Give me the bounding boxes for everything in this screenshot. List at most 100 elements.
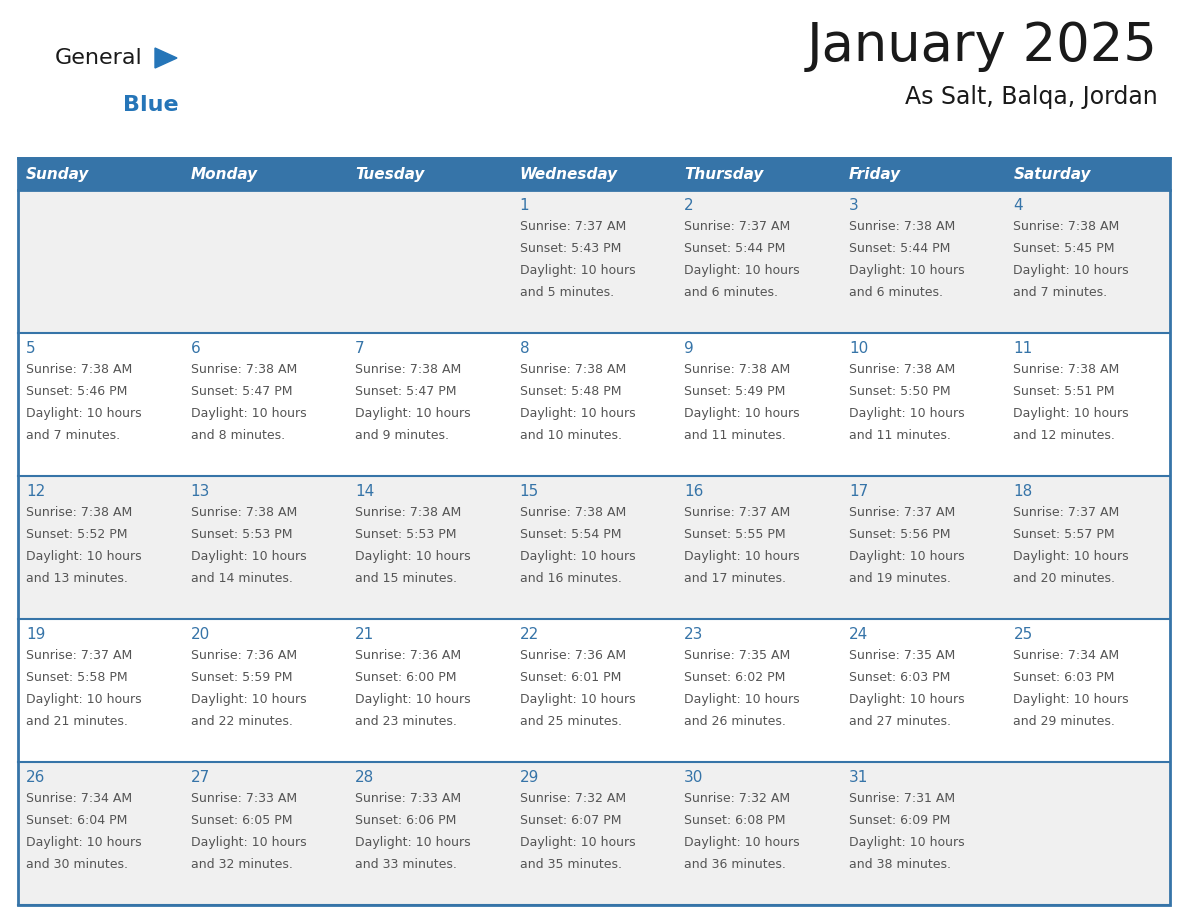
Text: 23: 23 (684, 627, 703, 642)
Text: Sunrise: 7:38 AM: Sunrise: 7:38 AM (684, 363, 790, 376)
Text: and 35 minutes.: and 35 minutes. (519, 858, 621, 871)
Bar (18, 158, 183, 190)
Bar (512, 762, 676, 905)
Bar (1005, 476, 1170, 619)
Bar (1005, 190, 1170, 333)
Text: Sunrise: 7:35 AM: Sunrise: 7:35 AM (849, 649, 955, 662)
Bar (1005, 762, 1170, 905)
Text: 24: 24 (849, 627, 868, 642)
Text: Daylight: 10 hours: Daylight: 10 hours (684, 693, 800, 706)
Text: Sunset: 6:07 PM: Sunset: 6:07 PM (519, 814, 621, 827)
Text: 27: 27 (190, 770, 210, 785)
Bar (676, 190, 841, 333)
Bar (347, 619, 512, 762)
Text: Sunset: 5:52 PM: Sunset: 5:52 PM (26, 528, 127, 541)
Text: and 17 minutes.: and 17 minutes. (684, 572, 786, 585)
Text: 12: 12 (26, 484, 45, 499)
Text: Sunrise: 7:38 AM: Sunrise: 7:38 AM (190, 363, 297, 376)
Text: Sunrise: 7:38 AM: Sunrise: 7:38 AM (26, 506, 132, 519)
Text: and 29 minutes.: and 29 minutes. (1013, 715, 1116, 728)
Bar (1005, 333, 1170, 476)
Text: and 9 minutes.: and 9 minutes. (355, 429, 449, 442)
Text: and 13 minutes.: and 13 minutes. (26, 572, 128, 585)
Text: and 27 minutes.: and 27 minutes. (849, 715, 950, 728)
Text: Sunset: 5:47 PM: Sunset: 5:47 PM (355, 385, 456, 398)
Bar (512, 190, 676, 333)
Text: As Salt, Balqa, Jordan: As Salt, Balqa, Jordan (905, 85, 1158, 109)
Text: Sunrise: 7:38 AM: Sunrise: 7:38 AM (519, 363, 626, 376)
Text: 13: 13 (190, 484, 210, 499)
Bar (1005, 158, 1170, 190)
Text: Sunset: 5:55 PM: Sunset: 5:55 PM (684, 528, 786, 541)
Text: 25: 25 (1013, 627, 1032, 642)
Text: Sunday: Sunday (26, 166, 89, 182)
Text: Monday: Monday (190, 166, 258, 182)
Text: and 15 minutes.: and 15 minutes. (355, 572, 457, 585)
Text: Daylight: 10 hours: Daylight: 10 hours (849, 836, 965, 849)
Text: Sunrise: 7:36 AM: Sunrise: 7:36 AM (519, 649, 626, 662)
Text: Daylight: 10 hours: Daylight: 10 hours (355, 407, 470, 420)
Text: Daylight: 10 hours: Daylight: 10 hours (26, 693, 141, 706)
Text: and 10 minutes.: and 10 minutes. (519, 429, 621, 442)
Text: Sunset: 5:58 PM: Sunset: 5:58 PM (26, 671, 127, 684)
Text: Daylight: 10 hours: Daylight: 10 hours (26, 836, 141, 849)
Text: Sunrise: 7:36 AM: Sunrise: 7:36 AM (190, 649, 297, 662)
Polygon shape (154, 48, 177, 68)
Text: Thursday: Thursday (684, 166, 764, 182)
Text: Daylight: 10 hours: Daylight: 10 hours (1013, 693, 1129, 706)
Text: Sunrise: 7:34 AM: Sunrise: 7:34 AM (1013, 649, 1119, 662)
Text: Daylight: 10 hours: Daylight: 10 hours (355, 693, 470, 706)
Text: Sunset: 6:01 PM: Sunset: 6:01 PM (519, 671, 621, 684)
Bar (676, 333, 841, 476)
Bar (841, 190, 1005, 333)
Bar (347, 762, 512, 905)
Text: Sunrise: 7:38 AM: Sunrise: 7:38 AM (1013, 220, 1119, 233)
Text: Daylight: 10 hours: Daylight: 10 hours (355, 836, 470, 849)
Text: and 38 minutes.: and 38 minutes. (849, 858, 950, 871)
Text: Sunrise: 7:38 AM: Sunrise: 7:38 AM (849, 220, 955, 233)
Text: and 8 minutes.: and 8 minutes. (190, 429, 285, 442)
Text: 26: 26 (26, 770, 45, 785)
Text: Daylight: 10 hours: Daylight: 10 hours (1013, 264, 1129, 277)
Bar (347, 158, 512, 190)
Text: Sunset: 5:48 PM: Sunset: 5:48 PM (519, 385, 621, 398)
Text: Sunset: 5:49 PM: Sunset: 5:49 PM (684, 385, 785, 398)
Bar (347, 190, 512, 333)
Text: Sunrise: 7:34 AM: Sunrise: 7:34 AM (26, 792, 132, 805)
Bar (183, 190, 347, 333)
Text: 2: 2 (684, 198, 694, 213)
Text: and 20 minutes.: and 20 minutes. (1013, 572, 1116, 585)
Text: Blue: Blue (124, 95, 178, 115)
Text: Sunset: 6:04 PM: Sunset: 6:04 PM (26, 814, 127, 827)
Text: 4: 4 (1013, 198, 1023, 213)
Bar (676, 619, 841, 762)
Text: Daylight: 10 hours: Daylight: 10 hours (849, 407, 965, 420)
Text: Sunrise: 7:37 AM: Sunrise: 7:37 AM (26, 649, 132, 662)
Text: 10: 10 (849, 341, 868, 356)
Bar (347, 333, 512, 476)
Text: Sunset: 5:45 PM: Sunset: 5:45 PM (1013, 242, 1114, 255)
Text: and 21 minutes.: and 21 minutes. (26, 715, 128, 728)
Text: 11: 11 (1013, 341, 1032, 356)
Text: and 12 minutes.: and 12 minutes. (1013, 429, 1116, 442)
Text: Daylight: 10 hours: Daylight: 10 hours (849, 693, 965, 706)
Text: 1: 1 (519, 198, 530, 213)
Text: Daylight: 10 hours: Daylight: 10 hours (684, 407, 800, 420)
Text: Daylight: 10 hours: Daylight: 10 hours (519, 836, 636, 849)
Text: Daylight: 10 hours: Daylight: 10 hours (190, 550, 307, 563)
Text: and 30 minutes.: and 30 minutes. (26, 858, 128, 871)
Bar (18, 476, 183, 619)
Text: Sunrise: 7:38 AM: Sunrise: 7:38 AM (519, 506, 626, 519)
Text: General: General (55, 48, 143, 68)
Text: 20: 20 (190, 627, 210, 642)
Bar (183, 619, 347, 762)
Text: Sunrise: 7:35 AM: Sunrise: 7:35 AM (684, 649, 790, 662)
Text: Daylight: 10 hours: Daylight: 10 hours (355, 550, 470, 563)
Text: Sunset: 5:47 PM: Sunset: 5:47 PM (190, 385, 292, 398)
Text: and 25 minutes.: and 25 minutes. (519, 715, 621, 728)
Text: Sunset: 5:44 PM: Sunset: 5:44 PM (684, 242, 785, 255)
Text: Sunrise: 7:38 AM: Sunrise: 7:38 AM (26, 363, 132, 376)
Text: and 32 minutes.: and 32 minutes. (190, 858, 292, 871)
Text: Sunset: 5:54 PM: Sunset: 5:54 PM (519, 528, 621, 541)
Bar (841, 619, 1005, 762)
